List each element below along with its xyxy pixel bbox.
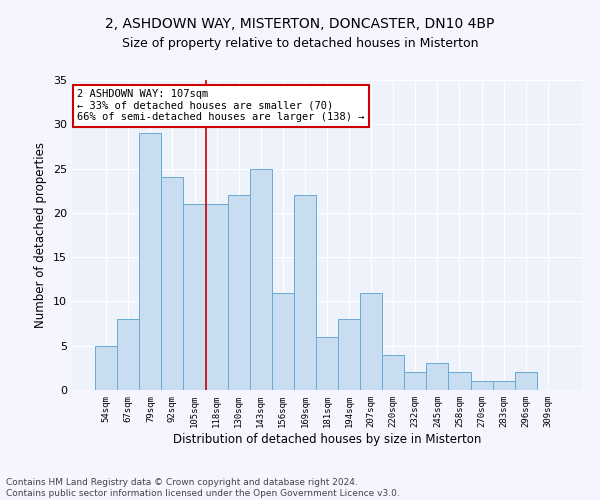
Bar [427, 364, 448, 390]
Text: Contains HM Land Registry data © Crown copyright and database right 2024.
Contai: Contains HM Land Registry data © Crown c… [6, 478, 400, 498]
Bar [448, 372, 470, 390]
Text: Size of property relative to detached houses in Misterton: Size of property relative to detached ho… [122, 38, 478, 51]
Bar [250, 168, 272, 390]
Bar [161, 178, 184, 390]
Bar [272, 292, 294, 390]
Bar [470, 381, 493, 390]
Y-axis label: Number of detached properties: Number of detached properties [34, 142, 47, 328]
Bar [184, 204, 206, 390]
Bar [316, 337, 338, 390]
Bar [382, 354, 404, 390]
Bar [338, 319, 360, 390]
Bar [404, 372, 427, 390]
Bar [206, 204, 227, 390]
Bar [117, 319, 139, 390]
X-axis label: Distribution of detached houses by size in Misterton: Distribution of detached houses by size … [173, 432, 481, 446]
Bar [360, 292, 382, 390]
Text: 2, ASHDOWN WAY, MISTERTON, DONCASTER, DN10 4BP: 2, ASHDOWN WAY, MISTERTON, DONCASTER, DN… [106, 18, 494, 32]
Bar [515, 372, 537, 390]
Bar [493, 381, 515, 390]
Text: 2 ASHDOWN WAY: 107sqm
← 33% of detached houses are smaller (70)
66% of semi-deta: 2 ASHDOWN WAY: 107sqm ← 33% of detached … [77, 90, 365, 122]
Bar [227, 195, 250, 390]
Bar [294, 195, 316, 390]
Bar [139, 133, 161, 390]
Bar [95, 346, 117, 390]
